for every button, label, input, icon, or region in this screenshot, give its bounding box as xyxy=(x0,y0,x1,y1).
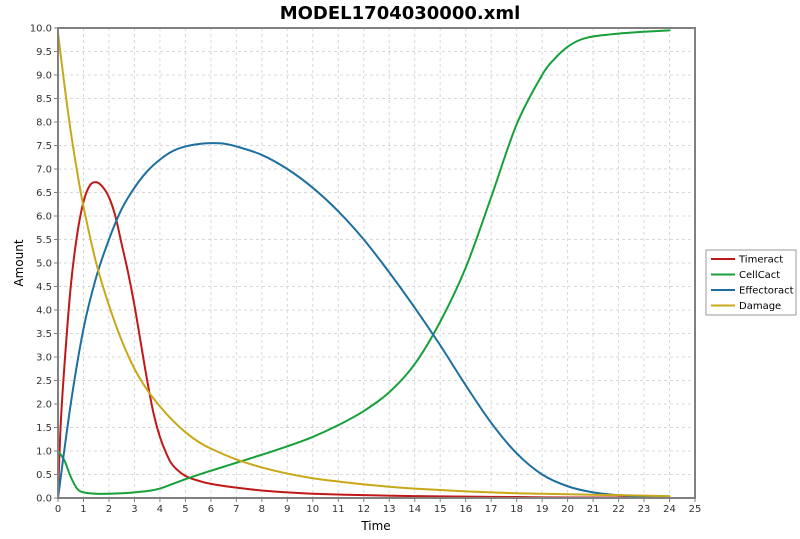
legend-item-damage: Damage xyxy=(711,301,781,312)
x-tick-label: 11 xyxy=(332,504,345,515)
legend-label: Damage xyxy=(739,301,781,312)
x-tick-label: 13 xyxy=(383,504,396,515)
y-axis-label: Amount xyxy=(12,239,26,286)
y-tick-label: 1.0 xyxy=(36,447,52,458)
y-axis-ticks: 0.0 0.5 1.0 1.5 2.0 2.5 3.0 3.5 4.0 4.5 5.0 5.5 6.0 6… xyxy=(30,24,58,505)
x-tick-label: 1 xyxy=(80,504,86,515)
legend-label: Timeract xyxy=(738,255,783,266)
legend-item-effectoract: Effectoract xyxy=(711,286,794,297)
legend-label: CellCact xyxy=(739,270,780,281)
x-tick-label: 18 xyxy=(510,504,523,515)
x-tick-label: 5 xyxy=(182,504,188,515)
x-tick-label: 25 xyxy=(689,504,702,515)
y-tick-label: 8.5 xyxy=(36,94,52,105)
y-tick-label: 7.0 xyxy=(36,165,52,176)
x-tick-label: 24 xyxy=(663,504,676,515)
y-tick-label: 3.5 xyxy=(36,329,52,340)
legend-box xyxy=(705,249,797,316)
x-tick-label: 2 xyxy=(106,504,112,515)
x-tick-label: 10 xyxy=(306,504,319,515)
y-tick-label: 2.0 xyxy=(36,400,52,411)
x-tick-label: 14 xyxy=(408,504,421,515)
series-lines xyxy=(57,29,671,499)
series-line-damage xyxy=(57,31,671,498)
y-tick-label: 1.5 xyxy=(36,423,52,434)
y-tick-label: 9.0 xyxy=(36,71,52,82)
x-axis-ticks: 0 1 2 3 4 5 6 7 8 9 10 11 12 13 14 15 16 17 18 19 20 21 22 23 24… xyxy=(55,498,702,515)
y-tick-label: 0.0 xyxy=(36,494,52,505)
x-tick-label: 8 xyxy=(259,504,265,515)
x-tick-label: 7 xyxy=(233,504,239,515)
y-tick-label: 4.5 xyxy=(36,282,52,293)
x-tick-label: 0 xyxy=(55,504,61,515)
x-tick-label: 23 xyxy=(638,504,651,515)
legend: Timeract CellCact Effectoract Damage xyxy=(705,249,797,316)
x-tick-label: 22 xyxy=(612,504,625,515)
x-tick-label: 21 xyxy=(587,504,600,515)
x-tick-label: 16 xyxy=(459,504,472,515)
y-tick-label: 6.0 xyxy=(36,212,52,223)
x-tick-label: 12 xyxy=(357,504,370,515)
legend-label: Effectoract xyxy=(739,286,794,297)
series-line-effectoract xyxy=(57,142,671,499)
gridlines xyxy=(58,28,695,498)
y-tick-label: 7.5 xyxy=(36,141,52,152)
chart-title: MODEL1704030000.xml xyxy=(280,3,521,24)
legend-item-timeract: Timeract xyxy=(711,255,783,266)
y-tick-label: 10.0 xyxy=(30,24,52,35)
x-tick-label: 19 xyxy=(536,504,549,515)
x-axis-label: Time xyxy=(360,519,390,533)
x-tick-label: 3 xyxy=(131,504,137,515)
series-line-cellcact xyxy=(57,29,671,495)
x-tick-label: 20 xyxy=(561,504,574,515)
y-tick-label: 8.0 xyxy=(36,118,52,129)
y-tick-label: 2.5 xyxy=(36,376,52,387)
y-tick-label: 5.5 xyxy=(36,235,52,246)
x-tick-label: 6 xyxy=(208,504,214,515)
y-tick-label: 6.5 xyxy=(36,188,52,199)
y-tick-label: 4.0 xyxy=(36,306,52,317)
y-tick-label: 5.0 xyxy=(36,259,52,270)
y-tick-label: 0.5 xyxy=(36,470,52,481)
legend-item-cellcact: CellCact xyxy=(711,270,780,281)
series-line-timeract xyxy=(57,181,671,499)
y-tick-label: 9.5 xyxy=(36,47,52,58)
x-tick-label: 15 xyxy=(434,504,447,515)
x-tick-label: 17 xyxy=(485,504,498,515)
y-tick-label: 3.0 xyxy=(36,353,52,364)
x-tick-label: 4 xyxy=(157,504,163,515)
x-tick-label: 9 xyxy=(284,504,290,515)
